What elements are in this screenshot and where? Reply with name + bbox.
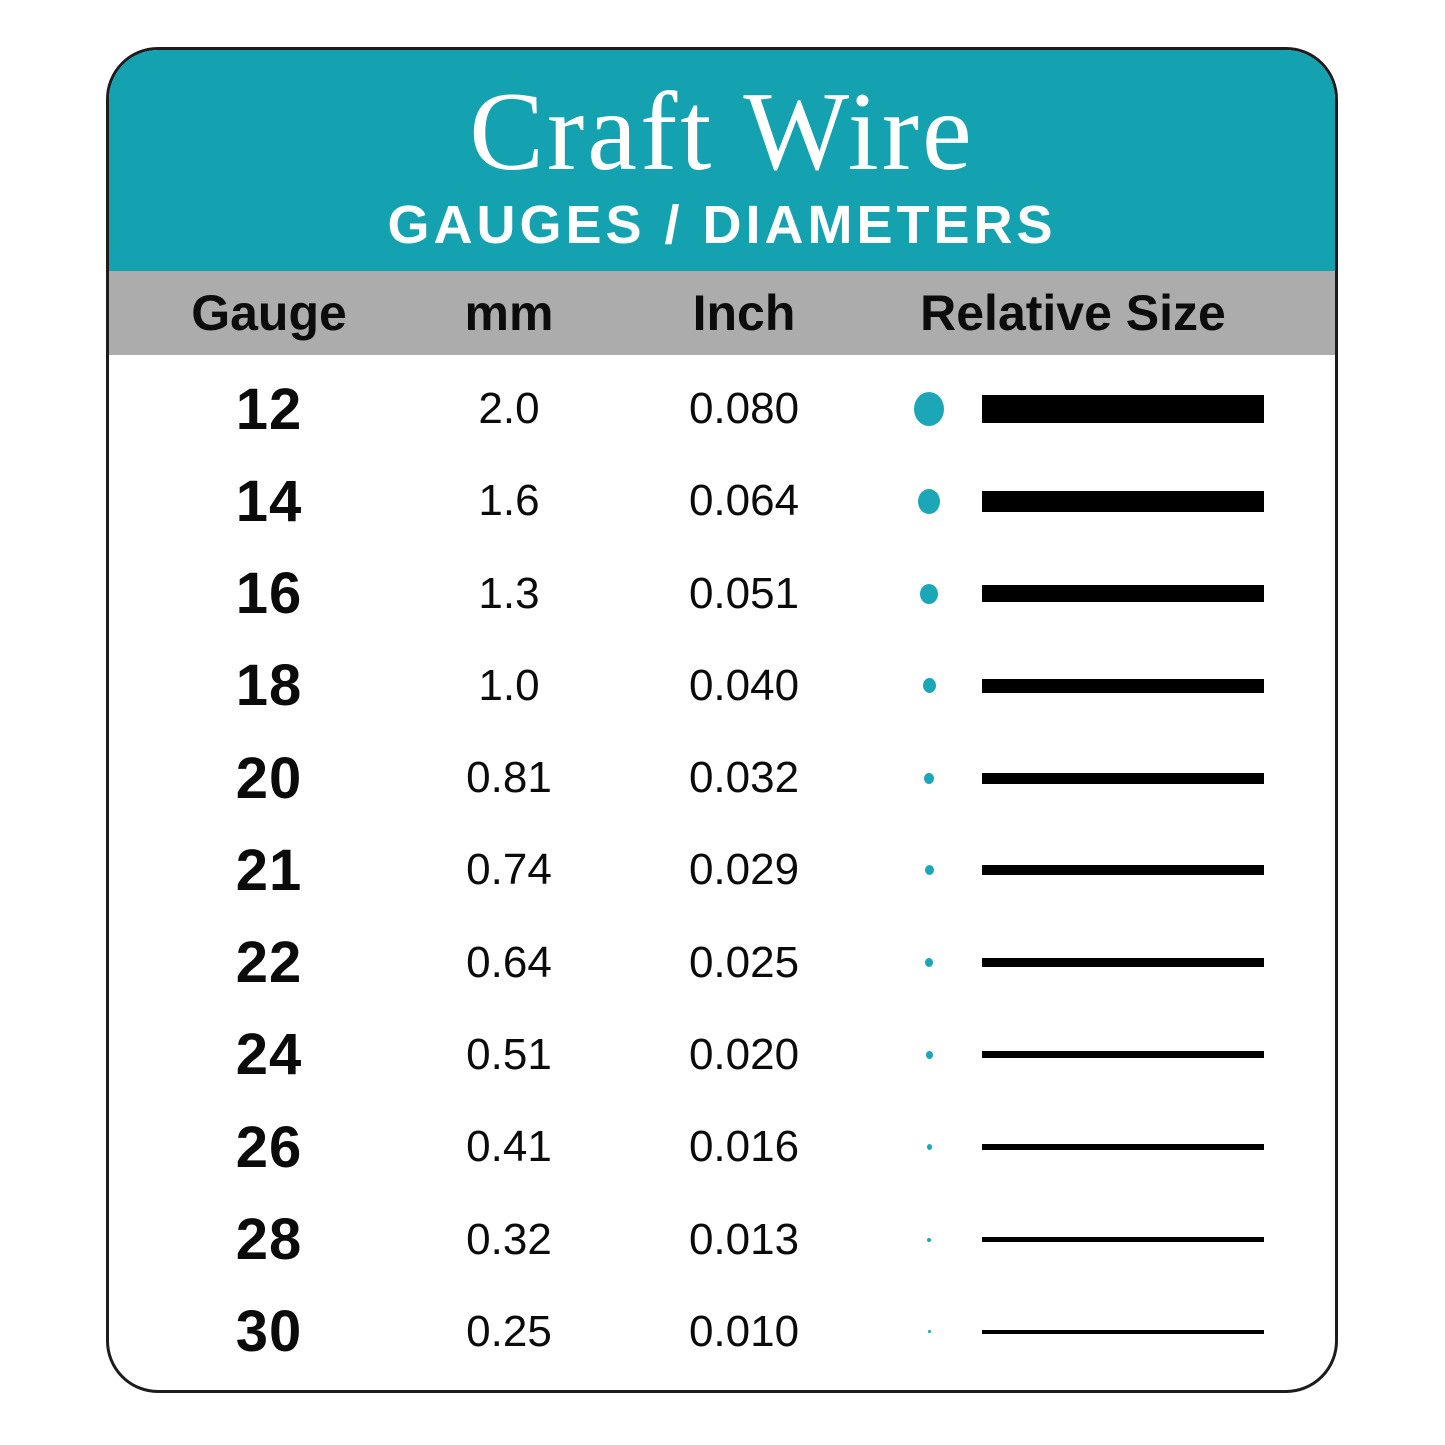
mm-value: 0.41 [466, 1122, 552, 1172]
column-header-gauge: Gauge [191, 285, 347, 341]
mm-value: 0.32 [466, 1214, 552, 1264]
table-row: 20 0.81 0.032 [109, 732, 1335, 824]
wire-thickness-dot-icon [926, 1144, 932, 1151]
wire-thickness-dot-icon [927, 1237, 931, 1242]
relative-size-dot-cell [899, 865, 959, 876]
gauge-value: 18 [235, 653, 303, 719]
wire-thickness-dot-icon [925, 958, 933, 968]
inch-value: 0.029 [688, 845, 800, 895]
relative-size-dot-cell [899, 772, 959, 784]
relative-size-bar-cell [959, 865, 1335, 876]
relative-size-bar-cell [959, 1237, 1335, 1243]
relative-size-dot-cell [899, 488, 959, 514]
mm-value: 0.64 [466, 937, 552, 987]
gauge-value: 21 [235, 837, 303, 903]
relative-size-dot-cell [899, 958, 959, 968]
mm-value: 1.3 [478, 568, 540, 618]
gauge-value: 14 [235, 468, 303, 534]
page-title: Craft Wire [469, 69, 975, 194]
relative-size-dot-cell [899, 583, 959, 604]
card-header: Craft Wire GAUGES / DIAMETERS [109, 50, 1335, 271]
table-row: 30 0.25 0.010 [109, 1286, 1335, 1378]
inch-value: 0.080 [688, 384, 800, 434]
table-body: 12 2.0 0.080 14 1.6 0.064 16 1.3 0.051 1… [109, 355, 1335, 1390]
table-row: 18 1.0 0.040 [109, 640, 1335, 732]
inch-value: 0.016 [688, 1122, 800, 1172]
wire-thickness-bar [982, 1237, 1264, 1243]
wire-thickness-dot-icon [922, 678, 936, 694]
mm-value: 1.6 [478, 476, 540, 526]
relative-size-bar-cell [959, 1051, 1335, 1059]
relative-size-bar-cell [959, 1144, 1335, 1151]
relative-size-bar-cell [959, 772, 1335, 784]
inch-value: 0.040 [688, 660, 800, 710]
column-header-relative-size: Relative Size [920, 285, 1226, 341]
column-header-mm: mm [464, 285, 554, 341]
relative-size-dot-cell [899, 392, 959, 427]
table-row: 22 0.64 0.025 [109, 917, 1335, 1009]
gauge-value: 30 [235, 1299, 303, 1365]
wire-thickness-dot-icon [927, 1330, 931, 1334]
table-row: 24 0.51 0.020 [109, 1009, 1335, 1101]
gauge-value: 20 [235, 745, 303, 811]
column-header-row: Gauge mm Inch Relative Size [109, 271, 1335, 355]
gauge-value: 28 [235, 1207, 303, 1273]
relative-size-dot-cell [899, 678, 959, 694]
wire-thickness-dot-icon [920, 583, 938, 604]
gauge-value: 26 [235, 1114, 303, 1180]
table-row: 28 0.32 0.013 [109, 1193, 1335, 1285]
craft-wire-gauge-card: Craft Wire GAUGES / DIAMETERS Gauge mm I… [106, 47, 1338, 1393]
wire-thickness-bar [982, 958, 1264, 968]
inch-value: 0.032 [688, 753, 800, 803]
inch-value: 0.051 [688, 568, 800, 618]
gauge-value: 12 [235, 376, 303, 442]
wire-thickness-dot-icon [925, 1050, 933, 1059]
gauge-value: 22 [235, 930, 303, 996]
inch-value: 0.025 [688, 937, 800, 987]
inch-value: 0.013 [688, 1214, 800, 1264]
inch-value: 0.020 [688, 1029, 800, 1079]
wire-thickness-dot-icon [924, 865, 934, 876]
wire-thickness-bar [982, 1051, 1264, 1059]
mm-value: 2.0 [478, 384, 540, 434]
wire-thickness-bar [982, 678, 1264, 693]
wire-thickness-bar [982, 1144, 1264, 1151]
wire-thickness-bar [982, 772, 1264, 784]
wire-thickness-bar [982, 1329, 1264, 1334]
relative-size-dot-cell [899, 1330, 959, 1334]
wire-thickness-dot-icon [914, 392, 944, 427]
relative-size-dot-cell [899, 1050, 959, 1059]
gauge-value: 24 [235, 1022, 303, 1088]
inch-value: 0.010 [688, 1306, 800, 1356]
mm-value: 0.51 [466, 1029, 552, 1079]
mm-value: 0.74 [466, 845, 552, 895]
column-header-inch: Inch [692, 285, 796, 341]
wire-thickness-bar [982, 395, 1264, 424]
table-row: 21 0.74 0.029 [109, 824, 1335, 916]
mm-value: 0.81 [466, 753, 552, 803]
relative-size-dot-cell [899, 1144, 959, 1151]
relative-size-dot-cell [899, 1237, 959, 1242]
table-row: 14 1.6 0.064 [109, 455, 1335, 547]
relative-size-bar-cell [959, 678, 1335, 693]
relative-size-bar-cell [959, 585, 1335, 603]
wire-thickness-bar [982, 585, 1264, 603]
table-row: 16 1.3 0.051 [109, 548, 1335, 640]
relative-size-bar-cell [959, 395, 1335, 424]
relative-size-bar-cell [959, 958, 1335, 968]
inch-value: 0.064 [688, 476, 800, 526]
mm-value: 1.0 [478, 660, 540, 710]
relative-size-bar-cell [959, 490, 1335, 512]
wire-thickness-dot-icon [918, 488, 940, 514]
wire-thickness-dot-icon [924, 772, 934, 784]
wire-thickness-bar [982, 865, 1264, 876]
page-subtitle: GAUGES / DIAMETERS [387, 194, 1057, 255]
wire-thickness-bar [982, 490, 1264, 512]
table-row: 26 0.41 0.016 [109, 1101, 1335, 1193]
relative-size-bar-cell [959, 1329, 1335, 1334]
gauge-value: 16 [235, 561, 303, 627]
table-row: 12 2.0 0.080 [109, 363, 1335, 455]
mm-value: 0.25 [466, 1306, 552, 1356]
